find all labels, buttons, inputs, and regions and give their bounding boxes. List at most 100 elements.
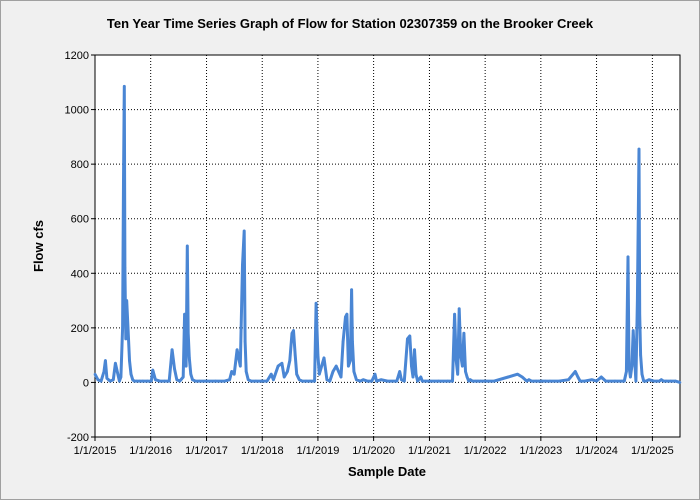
flow-data-point — [308, 379, 312, 383]
flow-data-point — [395, 379, 399, 383]
flow-data-point — [112, 378, 115, 382]
flow-data-point — [462, 332, 466, 335]
flow-data-point — [124, 337, 128, 341]
flow-data-point — [626, 255, 630, 259]
flow-data-point — [373, 372, 377, 376]
flow-data-point — [468, 378, 472, 382]
x-tick-label: 1/1/2020 — [352, 445, 395, 457]
flow-data-point — [334, 364, 338, 368]
flow-data-point — [595, 379, 598, 383]
flow-data-point — [314, 302, 318, 305]
flow-data-point — [576, 375, 580, 379]
flow-data-point — [151, 368, 155, 372]
flow-data-point — [520, 375, 524, 379]
x-tick-label: 1/1/2024 — [575, 445, 618, 457]
flow-data-point — [96, 378, 100, 382]
flow-data-point — [604, 379, 607, 383]
flow-data-point — [181, 375, 185, 379]
flow-data-point — [194, 379, 197, 383]
flow-data-point — [534, 379, 538, 383]
flow-data-point — [483, 379, 487, 383]
flow-data-point — [141, 379, 145, 383]
flow-data-point — [548, 379, 552, 383]
flow-data-point — [414, 372, 418, 376]
flow-data-point — [163, 379, 166, 383]
flow-data-point — [341, 340, 345, 343]
flow-data-point — [642, 379, 645, 383]
flow-data-point — [105, 377, 109, 380]
flow-data-point — [454, 359, 458, 362]
flow-data-point — [406, 337, 409, 341]
flow-data-point — [506, 375, 510, 379]
x-axis-ticks: 1/1/2015 1/1/2016 1/1/2017 1/1/2018 1/1/2019… — [74, 437, 674, 457]
flow-data-point — [428, 379, 432, 383]
flow-data-point — [471, 379, 474, 383]
flow-data-point — [640, 372, 644, 376]
flow-data-point — [476, 379, 480, 383]
flow-data-point — [123, 266, 127, 270]
flow-data-point — [655, 379, 659, 383]
flow-data-point — [349, 359, 352, 362]
flow-data-point — [121, 326, 124, 330]
flow-data-point — [280, 362, 284, 365]
flow-data-point — [669, 379, 672, 383]
flow-data-point — [300, 379, 304, 383]
flow-data-point — [189, 372, 193, 376]
flow-data-point — [228, 378, 231, 382]
flow-data-point — [235, 348, 239, 352]
flow-data-point — [214, 379, 217, 383]
flow-data-point — [122, 179, 125, 182]
flow-data-point — [272, 378, 275, 382]
flow-data-point — [664, 379, 668, 383]
flow-data-point — [125, 299, 128, 302]
y-axis-ticks: -200 0 200 400 600 800 1000 1200 — [65, 50, 95, 444]
flow-data-point — [135, 379, 138, 383]
flow-data-point — [634, 379, 638, 383]
flow-data-point — [191, 378, 194, 382]
flow-data-point — [613, 379, 617, 383]
flow-data-point — [370, 379, 374, 383]
flow-data-point — [557, 379, 561, 383]
flow-data-point — [540, 379, 544, 383]
flow-data-point — [269, 372, 273, 376]
flow-data-point — [132, 379, 136, 383]
flow-data-point — [525, 379, 529, 383]
y-tick-label: 200 — [71, 323, 89, 335]
x-tick-label: 1/1/2015 — [74, 445, 117, 457]
flow-data-point — [232, 372, 236, 376]
grid-lines — [95, 55, 680, 437]
flow-data-point — [265, 379, 269, 383]
y-tick-label: 1200 — [65, 50, 89, 62]
flow-data-point — [243, 340, 247, 343]
flow-data-point — [453, 312, 456, 316]
flow-data-point — [637, 147, 641, 151]
flow-data-point — [104, 359, 107, 362]
flow-data-point — [99, 379, 103, 383]
flow-data-point — [286, 370, 289, 373]
flow-data-point — [246, 378, 250, 382]
flow-data-point — [674, 379, 677, 383]
flow-data-point — [344, 315, 347, 319]
flow-data-point — [600, 375, 603, 379]
flow-data-point — [313, 379, 316, 383]
flow-data-point — [400, 378, 403, 382]
flow-data-point — [173, 367, 176, 371]
flow-data-point — [578, 379, 582, 383]
flow-data-point — [322, 356, 326, 360]
flow-data-point — [416, 379, 419, 383]
flow-data-point — [465, 375, 469, 379]
flow-data-point — [198, 379, 201, 383]
flow-data-point — [379, 378, 383, 382]
flow-data-point — [244, 370, 248, 373]
flow-data-point — [318, 372, 321, 376]
x-tick-label: 1/1/2018 — [241, 445, 284, 457]
flow-data-point — [276, 364, 280, 368]
flow-data-point — [290, 332, 294, 335]
flow-data-point — [590, 378, 594, 382]
flow-data-point — [421, 379, 424, 383]
y-tick-label: 0 — [83, 377, 89, 389]
flow-data-point — [358, 379, 362, 383]
x-tick-label: 1/1/2019 — [297, 445, 340, 457]
flow-data-point — [175, 378, 179, 382]
